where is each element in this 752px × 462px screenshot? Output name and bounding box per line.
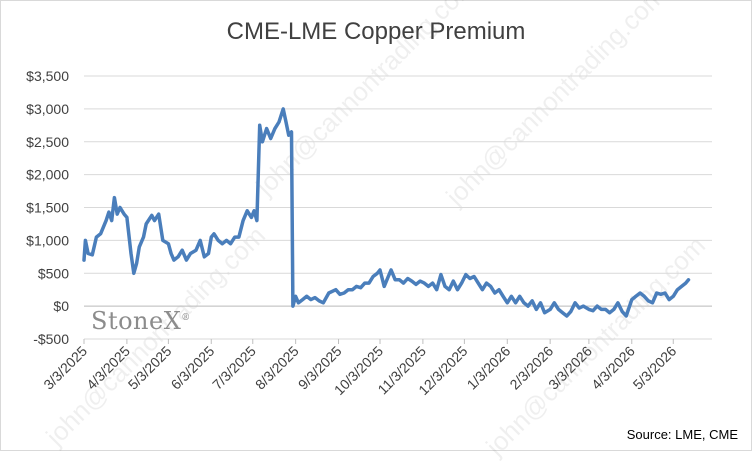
x-tick-label: 5/3/2025 [125, 343, 175, 393]
chart-title: CME-LME Copper Premium [226, 18, 526, 45]
x-tick-label: 1/3/2026 [464, 343, 514, 393]
gridlines [84, 75, 712, 340]
y-tick-label: $500 [38, 265, 69, 281]
x-tick-label: 4/3/2026 [588, 343, 638, 393]
series-layer [82, 107, 691, 318]
x-tick-label: 3/3/2026 [545, 343, 595, 393]
y-tick-label: -$500 [33, 331, 69, 347]
x-tick-label: 5/3/2026 [630, 343, 680, 393]
y-axis-ticks: -$500 $0 $500 $1,000 $1,500 $2,000 $2,500 $3,00… [26, 68, 69, 347]
y-tick-label: $3,000 [26, 101, 69, 117]
series-line [82, 107, 691, 318]
chart-frame [0, 0, 752, 451]
y-tick-label: $3,500 [26, 68, 69, 84]
stonex-logo: StoneX® [91, 307, 191, 335]
logo-mark: ® [181, 313, 191, 323]
y-tick-label: $2,500 [26, 134, 69, 150]
x-tick-label: 3/3/2025 [40, 343, 90, 393]
source-note: Source: LME, CME [626, 427, 738, 442]
y-tick-label: $2,000 [26, 167, 69, 183]
x-tick-label: 6/3/2025 [168, 343, 218, 393]
x-tick-label: 8/3/2025 [252, 343, 302, 393]
y-tick-label: $0 [53, 298, 69, 314]
y-tick-label: $1,500 [26, 200, 69, 216]
x-tick-label: 7/3/2025 [209, 343, 259, 393]
x-tick-label: 4/3/2025 [83, 343, 133, 393]
logo-text: StoneX [91, 307, 182, 335]
y-tick-label: $1,000 [26, 232, 69, 248]
line-chart: -$500 $0 $500 $1,000 $1,500 $2,000 $2,500 $3,00… [26, 68, 712, 398]
x-axis-ticks: 3/3/20254/3/20255/3/20256/3/20257/3/2025… [40, 339, 680, 398]
